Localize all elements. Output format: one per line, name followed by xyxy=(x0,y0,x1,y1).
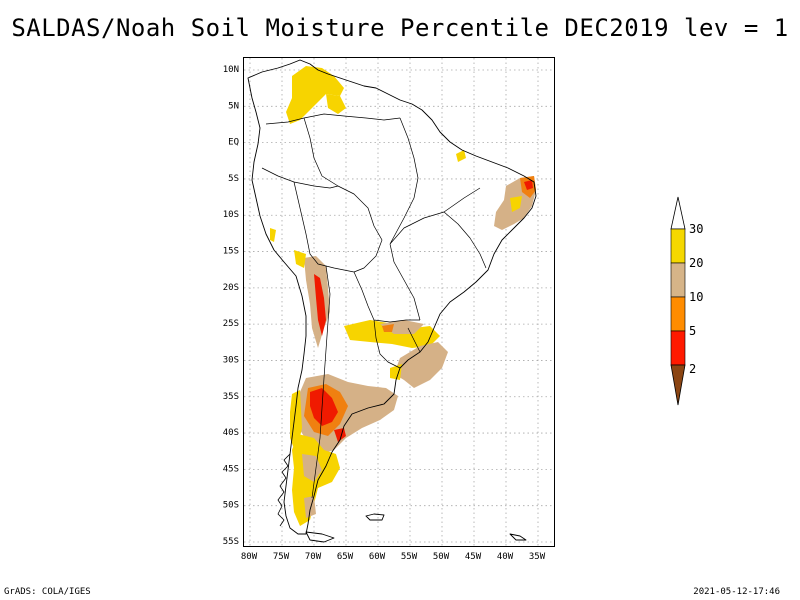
lon-tick-label: 80W xyxy=(241,552,258,562)
lon-tick-label: 75W xyxy=(273,552,290,562)
lat-tick-label: 40S xyxy=(223,428,239,438)
lat-tick-label: 45S xyxy=(223,464,239,474)
chile-archipelago xyxy=(277,453,291,527)
lat-tick-label: 50S xyxy=(223,501,239,511)
legend-swatch-yellow xyxy=(670,228,686,264)
footer-timestamp: 2021-05-12-17:46 xyxy=(693,587,780,597)
lon-tick-label: 60W xyxy=(369,552,386,562)
lon-tick-label: 40W xyxy=(497,552,514,562)
legend-top-arrow xyxy=(670,196,686,230)
tierra-del-fuego xyxy=(305,531,335,543)
lat-tick-label: 25S xyxy=(223,319,239,329)
patch-pampas-red-2 xyxy=(334,428,346,442)
latitude-labels: 10N 5N EQ 5S 10S 15S 20S 25S 30S 35S 40S 45S 50S 55S xyxy=(223,65,239,547)
continent-outline xyxy=(247,59,537,535)
patch-north-yellow-2 xyxy=(326,94,346,114)
lat-tick-label: 55S xyxy=(223,537,239,547)
patch-northeast-red xyxy=(524,180,533,190)
map-canvas xyxy=(244,58,554,546)
patch-pampas-red xyxy=(310,388,338,426)
lat-tick-label: 30S xyxy=(223,355,239,365)
patch-chile-coast-yellow xyxy=(290,390,302,454)
lon-tick-label: 70W xyxy=(305,552,322,562)
lat-tick-label: 35S xyxy=(223,392,239,402)
lon-tick-label: 65W xyxy=(337,552,354,562)
patch-uruguay-yellow xyxy=(390,364,402,380)
color-legend: 30 20 10 5 2 xyxy=(670,196,703,406)
lat-tick-label: 20S xyxy=(223,283,239,293)
coastlines xyxy=(247,59,537,543)
lat-tick-label: 15S xyxy=(223,247,239,257)
patch-northeast-yellow xyxy=(510,196,522,212)
lon-tick-label: 45W xyxy=(465,552,482,562)
patch-coast-yellow xyxy=(456,150,466,162)
lon-tick-label: 35W xyxy=(529,552,546,562)
lat-tick-label: 10N xyxy=(223,65,239,75)
map-panel xyxy=(243,57,555,547)
patch-chaco-orange xyxy=(382,324,394,332)
falkland-islands xyxy=(365,513,385,521)
grid-lines xyxy=(244,58,554,546)
patch-andes-yellow xyxy=(294,250,306,268)
lat-tick-label: EQ xyxy=(228,138,239,148)
lat-tick-label: 5S xyxy=(228,174,239,184)
border-lines xyxy=(261,113,487,499)
legend-label-5: 5 xyxy=(689,324,696,338)
percentile-shading xyxy=(270,66,536,526)
legend-label-2: 2 xyxy=(689,362,696,376)
legend-swatch-red xyxy=(670,330,686,366)
lon-tick-label: 55W xyxy=(401,552,418,562)
patch-chaco-yellow xyxy=(344,320,440,348)
legend-swatch-tan xyxy=(670,262,686,298)
chart-title: SALDAS/Noah Soil Moisture Percentile DEC… xyxy=(11,14,789,42)
patch-north-yellow xyxy=(286,66,344,124)
lat-tick-label: 5N xyxy=(228,101,239,111)
patch-peru-coast-yellow xyxy=(270,228,276,242)
legend-swatch-orange xyxy=(670,296,686,332)
patch-uruguay-tan xyxy=(394,342,448,388)
footer-credit: GrADS: COLA/IGES xyxy=(4,587,91,597)
legend-label-30: 30 xyxy=(689,222,703,236)
patch-andes-red xyxy=(314,274,326,336)
legend-label-20: 20 xyxy=(689,256,703,270)
south-georgia xyxy=(509,533,527,541)
lon-tick-label: 50W xyxy=(433,552,450,562)
longitude-labels: 80W 75W 70W 65W 60W 55W 50W 45W 40W 35W xyxy=(241,552,546,562)
legend-label-10: 10 xyxy=(689,290,703,304)
lat-tick-label: 10S xyxy=(223,210,239,220)
patch-patagonia-tan-2 xyxy=(304,496,316,518)
legend-bottom-arrow xyxy=(670,364,686,406)
